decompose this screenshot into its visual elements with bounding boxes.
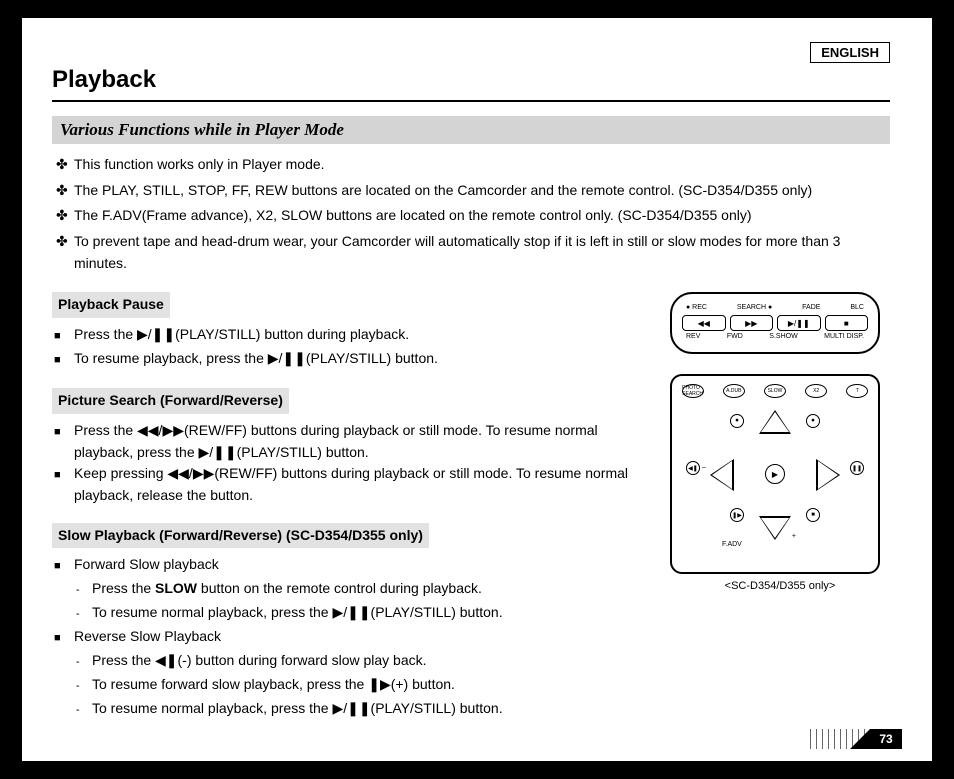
slow-rev-line: Press the ◀❚(-) button during forward sl… <box>92 650 640 674</box>
remote-btn-t: T <box>846 384 868 398</box>
square-icon: ■ <box>52 348 74 372</box>
bullet-icon: ✤ <box>52 180 74 202</box>
panel-label: FWD <box>727 333 743 340</box>
slow-rev-line: To resume normal playback, press the ▶/❚… <box>92 698 640 722</box>
remote-btn-slow: SLOW <box>764 384 786 398</box>
remote-caption: <SC-D354/D355 only> <box>670 580 890 592</box>
illustration-column: ● REC SEARCH ● FADE BLC ◀◀ ▶▶ ▶/❚❚ ■ REV… <box>670 292 890 722</box>
slow-fwd-line: Press the SLOW button on the remote cont… <box>92 578 640 602</box>
remote-pause-button: ❚❚ <box>850 461 864 475</box>
page-title: Playback <box>52 66 890 102</box>
page-number: 73 <box>870 729 902 749</box>
intro-line: To prevent tape and head-drum wear, your… <box>74 231 890 274</box>
slow-rev-line: To resume forward slow playback, press t… <box>92 674 640 698</box>
intro-line: This function works only in Player mode. <box>74 154 890 176</box>
dpad-up-icon <box>759 410 791 434</box>
dash-icon: - <box>74 674 92 698</box>
search-header: Picture Search (Forward/Reverse) <box>52 388 289 414</box>
language-badge: ENGLISH <box>810 42 890 63</box>
dash-icon: - <box>74 578 92 602</box>
manual-page: ENGLISH Playback Various Functions while… <box>22 18 932 761</box>
panel-label: BLC <box>850 304 864 311</box>
square-icon: ■ <box>52 420 74 463</box>
remote-btn-adub: A.DUB <box>723 384 745 398</box>
panel-label: S.SHOW <box>769 333 797 340</box>
intro-list: ✤This function works only in Player mode… <box>52 154 890 274</box>
pause-header: Playback Pause <box>52 292 170 318</box>
panel-label: ● REC <box>686 304 707 311</box>
search-line: Press the ◀◀/▶▶(REW/FF) buttons during p… <box>74 420 640 463</box>
remote-rew-slow-button: ◀❚ <box>686 461 700 475</box>
remote-label-fadv: F.ADV <box>722 541 742 548</box>
intro-line: The F.ADV(Frame advance), X2, SLOW butto… <box>74 205 890 227</box>
remote-btn-x2: X2 <box>805 384 827 398</box>
panel-label: MULTI DISP. <box>824 333 864 340</box>
dpad-right-icon <box>816 459 840 491</box>
dash-icon: - <box>74 698 92 722</box>
remote-label-plus: + <box>792 533 796 540</box>
square-icon: ■ <box>52 324 74 348</box>
square-icon: ■ <box>52 554 74 578</box>
dash-icon: - <box>74 650 92 674</box>
remote-label-minus: – <box>702 464 706 471</box>
slow-header: Slow Playback (Forward/Reverse) (SC-D354… <box>52 523 429 549</box>
panel-label: SEARCH ● <box>737 304 772 311</box>
slow-fwd-line: To resume normal playback, press the ▶/❚… <box>92 602 640 626</box>
ff-button: ▶▶ <box>730 315 774 331</box>
dash-icon: - <box>74 602 92 626</box>
square-icon: ■ <box>52 626 74 650</box>
camcorder-panel: ● REC SEARCH ● FADE BLC ◀◀ ▶▶ ▶/❚❚ ■ REV… <box>670 292 880 354</box>
square-icon: ■ <box>52 463 74 506</box>
bullet-icon: ✤ <box>52 231 74 274</box>
slow-rev-label: Reverse Slow Playback <box>74 626 640 650</box>
rew-button: ◀◀ <box>682 315 726 331</box>
section-header: Various Functions while in Player Mode <box>52 116 890 144</box>
bullet-icon: ✤ <box>52 154 74 176</box>
slow-fwd-label: Forward Slow playback <box>74 554 640 578</box>
stop-button: ■ <box>825 315 869 331</box>
intro-line: The PLAY, STILL, STOP, FF, REW buttons a… <box>74 180 890 202</box>
body-column: Playback Pause ■Press the ▶/❚❚(PLAY/STIL… <box>52 292 640 722</box>
panel-label: FADE <box>802 304 820 311</box>
bullet-icon: ✤ <box>52 205 74 227</box>
dpad-down-icon <box>759 516 791 540</box>
search-line: Keep pressing ◀◀/▶▶(REW/FF) buttons duri… <box>74 463 640 506</box>
play-still-button: ▶/❚❚ <box>777 315 821 331</box>
remote-control: PHOTO SEARCH A.DUB SLOW X2 T ▶ ⏺ ⏺ ◀❚ ❚❚ <box>670 374 880 574</box>
panel-label: REV <box>686 333 700 340</box>
pause-line: To resume playback, press the ▶/❚❚(PLAY/… <box>74 348 640 372</box>
pause-line: Press the ▶/❚❚(PLAY/STILL) button during… <box>74 324 640 348</box>
remote-btn-photo-search: PHOTO SEARCH <box>682 384 704 398</box>
dpad-left-icon <box>710 459 734 491</box>
remote-play-button: ▶ <box>765 464 785 484</box>
